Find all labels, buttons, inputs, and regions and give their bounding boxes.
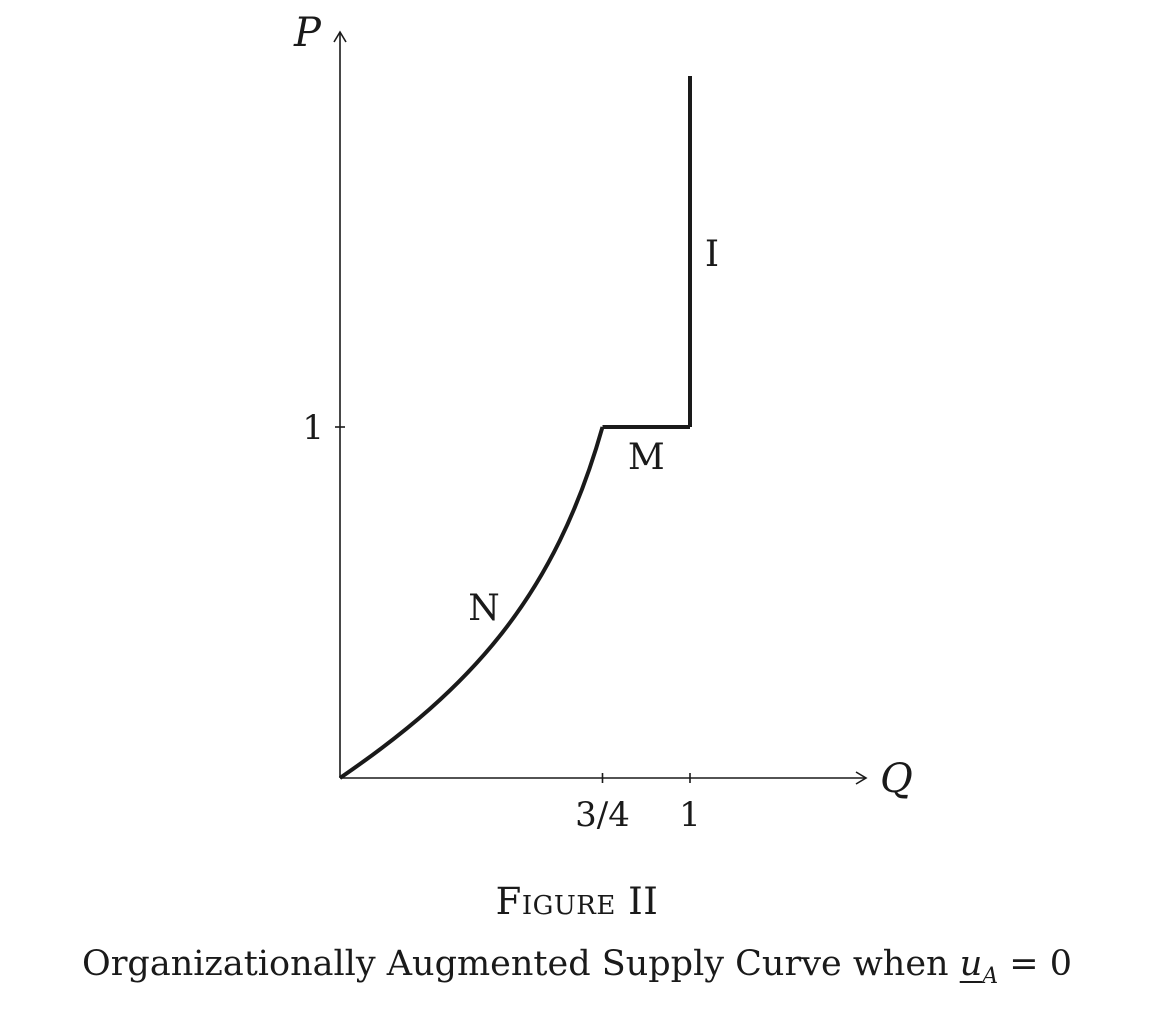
ticks [335,426,691,783]
segment-label-i: I [705,234,719,275]
y-tick-label: 1 [302,408,324,448]
axes [333,30,868,785]
x-axis-label: Q [880,756,913,802]
segment-label-n: N [468,588,500,629]
figure-label: Figure II [495,880,659,923]
labels: Q P 3/4 1 1 N M I [293,10,913,835]
figure-title-variable: uA [959,944,998,989]
figure-title: Organizationally Augmented Supply Curve … [0,938,1154,1003]
y-axis-arrow [333,30,347,43]
title-var: u [959,944,983,984]
y-axis-label: P [293,10,322,56]
figure-title-relation: = 0 [998,944,1072,984]
segment-label-m: M [628,437,665,478]
supply-curve-chart: Q P 3/4 1 1 N M I [293,10,913,835]
title-sub: A [982,964,999,989]
x-axis-arrow [855,771,868,785]
segment-n [338,426,605,780]
figure-caption: Figure II Organizationally Augmented Sup… [0,876,1154,1003]
x-tick-label: 1 [679,795,701,835]
figure-title-text: Organizationally Augmented Supply Curve … [82,944,960,984]
curve-segments [338,76,692,780]
x-tick-label: 3/4 [575,795,630,835]
